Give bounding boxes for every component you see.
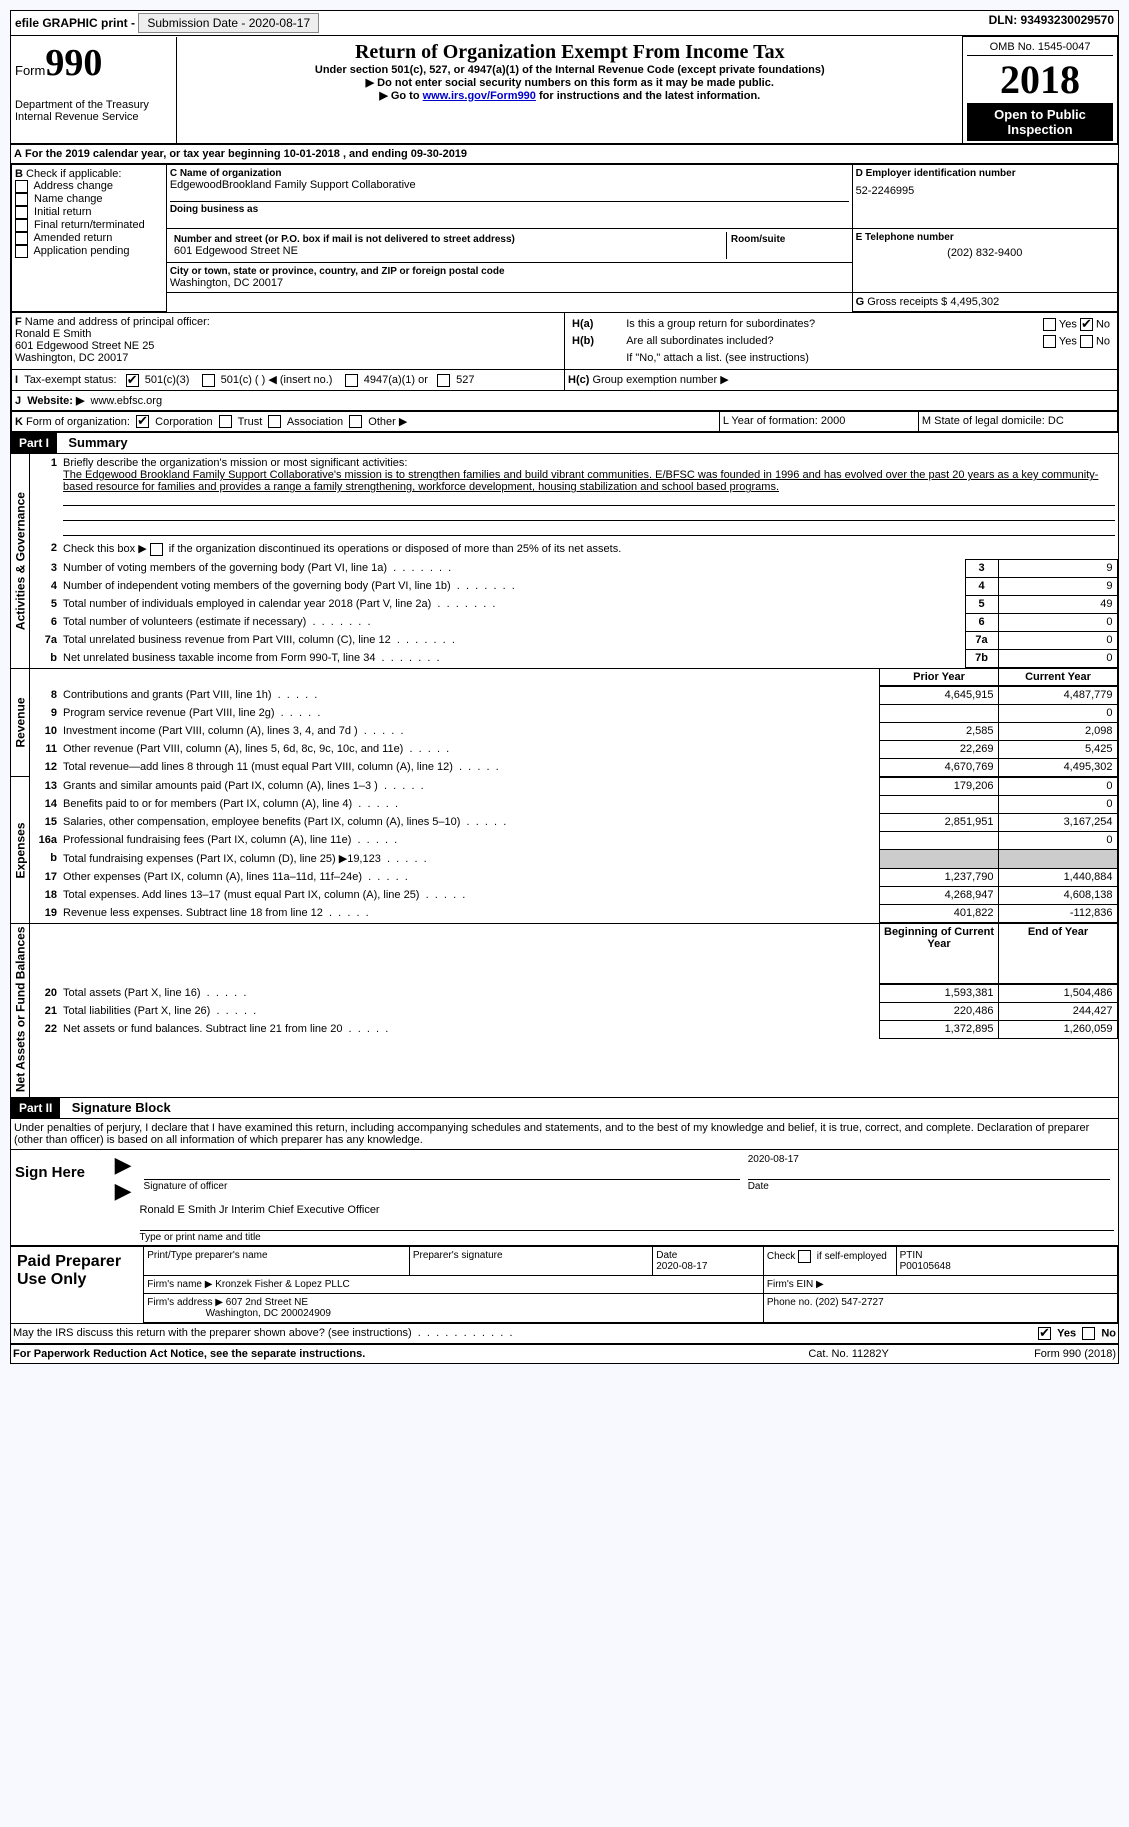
discuss-no-checkbox[interactable] [1082,1327,1095,1340]
paid-preparer-block: Paid Preparer Use Only Print/Type prepar… [11,1245,1118,1323]
part2-title: Signature Block [64,1100,171,1115]
topbar: efile GRAPHIC print - Submission Date - … [11,11,1118,36]
k-l-m-row: K Form of organization: Corporation Trus… [11,411,1118,433]
k-trust-checkbox[interactable] [219,415,232,428]
part2-label: Part II [11,1098,60,1118]
submission-date-button[interactable]: Submission Date - 2020-08-17 [138,13,319,33]
entity-block: B Check if applicable: Address change Na… [11,164,1118,312]
year-formation: L Year of formation: 2000 [719,411,918,432]
dln: DLN: 93493230029570 [786,11,1118,36]
subtitle-3: ▶ Go to www.irs.gov/Form990 for instruct… [183,89,956,102]
c-name-label: C Name of organization [170,168,849,179]
hb-no-checkbox[interactable] [1080,335,1093,348]
subtitle-1: Under section 501(c), 527, or 4947(a)(1)… [183,64,956,76]
k-assoc-checkbox[interactable] [268,415,281,428]
open-public: Open to Public Inspection [967,103,1113,141]
perjury-decl: Under penalties of perjury, I declare th… [11,1119,1118,1149]
irs-link[interactable]: www.irs.gov/Form990 [423,90,536,102]
k-corp-checkbox[interactable] [136,415,149,428]
sidelabel-rev: Revenue [11,668,30,777]
b-opt-checkbox[interactable] [15,206,28,219]
efile-label: efile GRAPHIC print - [15,16,135,30]
form-title: Return of Organization Exempt From Incom… [183,41,956,64]
city-state-zip: Washington, DC 20017 [170,277,849,289]
paid-prep-label: Paid Preparer Use Only [11,1246,144,1323]
b-opt-checkbox[interactable] [15,232,28,245]
state-domicile: M State of legal domicile: DC [918,411,1117,432]
sidelabel-exp: Expenses [11,777,30,924]
ha-no-checkbox[interactable] [1080,318,1093,331]
4947-checkbox[interactable] [345,374,358,387]
street-address: 601 Edgewood Street NE [174,245,722,257]
form-footer: Form 990 (2018) [937,1345,1118,1363]
officer-status-block: F Name and address of principal officer:… [11,312,1118,411]
tax-year: 2018 [967,56,1113,103]
ha-yes-checkbox[interactable] [1043,318,1056,331]
501c-checkbox[interactable] [202,374,215,387]
part1-label: Part I [11,433,57,453]
officer-sig-name: Ronald E Smith Jr Interim Chief Executiv… [140,1204,1114,1216]
form-header: Form990 Department of the Treasury Inter… [11,36,1118,145]
firm-name: Kronzek Fisher & Lopez PLLC [215,1279,350,1290]
form-number: 990 [45,42,102,84]
527-checkbox[interactable] [437,374,450,387]
k-other-checkbox[interactable] [349,415,362,428]
self-emp-checkbox[interactable] [798,1250,811,1263]
org-name: EdgewoodBrookland Family Support Collabo… [170,179,849,191]
line2-checkbox[interactable] [150,543,163,556]
discuss-question: May the IRS discuss this return with the… [11,1324,963,1345]
mission-text: The Edgewood Brookland Family Support Co… [63,469,1098,493]
subtitle-2: Do not enter social security numbers on … [183,76,956,89]
form-word: Form [15,63,45,78]
dba-label: Doing business as [170,201,849,215]
sidelabel-na: Net Assets or Fund Balances [11,923,30,1097]
part1-title: Summary [60,435,127,450]
b-opt-checkbox[interactable] [15,245,28,258]
e-phone-label: E Telephone number [856,232,1114,243]
ein-value: 52-2246995 [856,185,1114,197]
omb-number: OMB No. 1545-0047 [967,39,1113,56]
discuss-yes-checkbox[interactable] [1038,1327,1051,1340]
sidelabel-gov: Activities & Governance [11,454,30,668]
b-opt-checkbox[interactable] [15,180,28,193]
d-ein-label: D Employer identification number [856,168,1114,179]
gross-receipts: Gross receipts $ 4,495,302 [867,296,999,308]
dept-treasury: Department of the Treasury Internal Reve… [15,99,172,123]
cat-no: Cat. No. 11282Y [760,1345,938,1363]
501c3-checkbox[interactable] [126,374,139,387]
b-opt-checkbox[interactable] [15,193,28,206]
phone-value: (202) 832-9400 [856,247,1114,259]
website-value: www.ebfsc.org [91,395,163,407]
sign-here-label: Sign Here [11,1150,111,1246]
officer-name: Ronald E Smith [15,328,91,340]
hb-yes-checkbox[interactable] [1043,335,1056,348]
b-opt-checkbox[interactable] [15,219,28,232]
prep-phone: Phone no. (202) 547-2727 [763,1294,1117,1323]
pra-notice: For Paperwork Reduction Act Notice, see … [11,1345,760,1363]
part1-table: Activities & Governance 1 Briefly descri… [11,454,1118,1097]
sign-here-block: Sign Here ▶▶ Signature of officer 2020-0… [11,1149,1118,1245]
section-a-period: A For the 2019 calendar year, or tax yea… [11,145,1118,164]
